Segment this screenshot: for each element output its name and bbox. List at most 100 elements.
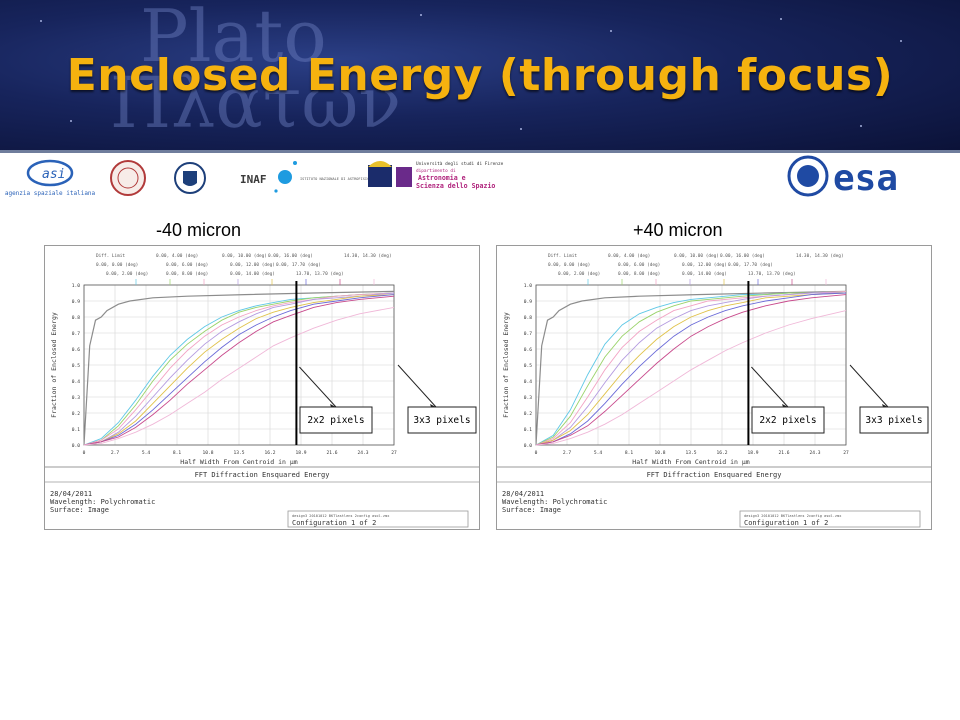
legend-entry: 0.00, 10.00 (deg) — [674, 253, 719, 259]
y-axis-label: Fraction of Enclosed Energy — [502, 312, 510, 418]
y-tick-label: 0.9 — [524, 299, 533, 305]
y-tick-label: 0.4 — [72, 379, 81, 385]
slide-title: Enclosed Energy (through focus) — [66, 50, 894, 101]
y-tick-label: 0.6 — [524, 347, 533, 353]
emblem-logo — [174, 162, 206, 194]
legend-entry: 0.00, 2.00 (deg) — [106, 271, 148, 277]
seal-outer-icon — [110, 160, 146, 196]
legend-entry: 14.30, 14.30 (deg) — [796, 253, 844, 259]
legend-entry: 0.00, 2.00 (deg) — [558, 271, 600, 277]
figure-plus40: 0.0 0.1 0.2 0.3 0.4 0.5 0.6 0.7 0.8 0.9 1.0 0 2.7 5.4… — [496, 245, 932, 530]
inaf-dot-small-icon — [274, 189, 278, 193]
inaf-dot-icon — [278, 170, 292, 184]
esa-core-icon — [797, 165, 819, 187]
x-tick-label: 0 — [83, 450, 86, 456]
y-tick-label: 0.7 — [72, 331, 81, 337]
x-tick-label: 27 — [843, 450, 849, 456]
annotation-box-2x2 — [751, 406, 825, 434]
x-tick-label: 24.3 — [809, 450, 820, 456]
footer-date: 28/04/2011 — [50, 490, 92, 498]
x-tick-label: 8.1 — [625, 450, 634, 456]
footer-config-box — [739, 510, 921, 528]
x-tick-label: 5.4 — [142, 450, 151, 456]
x-tick-label: 10.8 — [202, 450, 213, 456]
x-tick-label: 24.3 — [357, 450, 368, 456]
university-seal-logo — [110, 160, 146, 196]
x-tick-label: 13.5 — [233, 450, 244, 456]
inaf-dot-small-icon — [293, 161, 297, 165]
x-tick-label: 13.5 — [685, 450, 696, 456]
star-decoration — [520, 128, 522, 130]
legend-entry: 14.30, 14.30 (deg) — [344, 253, 392, 259]
footer-surface: Surface: Image — [50, 506, 109, 514]
telescope-icon — [396, 167, 412, 187]
legend-entry: 13.70, 13.70 (deg) — [748, 271, 796, 277]
annotation-text-3x3: 3x3 pixels — [413, 415, 470, 426]
asi-caption: agenzia spaziale italiana — [5, 190, 96, 197]
callout-arrow-3x3 — [849, 364, 889, 408]
asi-logo-mark-icon — [26, 159, 74, 187]
footer-date: 28/04/2011 — [502, 490, 544, 498]
series-line — [83, 295, 395, 446]
x-tick-label: 16.2 — [264, 450, 275, 456]
legend-entry: 0.00, 0.00 (deg) — [548, 262, 590, 268]
plot-label-plus40: +40 micron — [633, 220, 723, 240]
star-decoration — [780, 18, 782, 20]
footer-config: Configuration 1 of 2 — [744, 519, 828, 527]
observatory-icon — [368, 165, 392, 187]
y-tick-label: 0.6 — [72, 347, 81, 353]
series-line — [535, 290, 847, 446]
footer-heading: FFT Diffraction Ensquared Energy — [647, 471, 782, 479]
x-tick-label: 18.9 — [747, 450, 758, 456]
y-tick-label: 0.1 — [524, 427, 533, 433]
series-line — [535, 292, 846, 446]
star-decoration — [610, 30, 612, 32]
y-tick-label: 0.8 — [72, 315, 81, 321]
series-line — [83, 292, 395, 446]
star-decoration — [70, 120, 72, 122]
header-bg-word-plato: Plato — [140, 0, 327, 78]
y-tick-label: 0.8 — [524, 315, 533, 321]
figure-frame — [496, 245, 932, 530]
x-tick-label: 21.6 — [778, 450, 789, 456]
firenze-logo: Università degli studi di Firenze dipart… — [368, 160, 504, 190]
firenze-line4: Scienza dello Spazio — [416, 182, 495, 190]
legend-entry: 0.00, 17.70 (deg) — [276, 262, 321, 268]
legend-entry: 0.00, 14.00 (deg) — [682, 271, 727, 277]
y-tick-label: 0.0 — [524, 443, 533, 449]
footer-surface: Surface: Image — [502, 506, 561, 514]
header-divider — [0, 150, 960, 153]
annotation-box-2x2 — [299, 406, 373, 434]
legend-entry: 0.00, 12.00 (deg) — [230, 262, 275, 268]
esa-logo: esa — [787, 155, 898, 199]
x-tick-label: 2.7 — [111, 450, 120, 456]
y-tick-label: 0.1 — [72, 427, 81, 433]
legend-entry: 0.00, 6.00 (deg) — [618, 262, 660, 268]
callout-arrow-3x3 — [397, 364, 437, 408]
legend-entry: 13.70, 13.70 (deg) — [296, 271, 344, 277]
annotation-text-3x3: 3x3 pixels — [865, 415, 922, 426]
y-tick-label: 0.4 — [524, 379, 533, 385]
legend-entry: Diff. Limit — [96, 253, 125, 259]
legend-entry: 0.00, 12.00 (deg) — [682, 262, 727, 268]
y-tick-label: 0.5 — [72, 363, 81, 369]
esa-wordmark: esa — [833, 158, 898, 199]
y-tick-label: 0.2 — [72, 411, 81, 417]
y-tick-label: 1.0 — [524, 283, 533, 289]
legend-entry: 0.00, 10.00 (deg) — [222, 253, 267, 259]
footer-wavelength: Wavelength: Polychromatic — [50, 498, 155, 506]
plot-area-border — [535, 284, 847, 446]
inaf-logo: INAF ISTITUTO NAZIONALE DI ASTROFISICA — [240, 161, 372, 193]
annotation-text-2x2: 2x2 pixels — [307, 415, 364, 426]
star-decoration — [900, 40, 902, 42]
x-tick-label: 27 — [391, 450, 397, 456]
series-line — [83, 292, 395, 446]
x-tick-label: 10.8 — [654, 450, 665, 456]
asi-logo: asi agenzia spaziale italiana — [5, 159, 96, 197]
header-bg-word-platon: Πλατων — [110, 62, 402, 144]
y-tick-label: 0.3 — [72, 395, 81, 401]
y-tick-label: 0.2 — [524, 411, 533, 417]
legend-entry: 0.00, 8.00 (deg) — [618, 271, 660, 277]
x-axis-label: Half Width From Centroid in µm — [180, 458, 297, 466]
plot-area-border — [83, 284, 395, 446]
